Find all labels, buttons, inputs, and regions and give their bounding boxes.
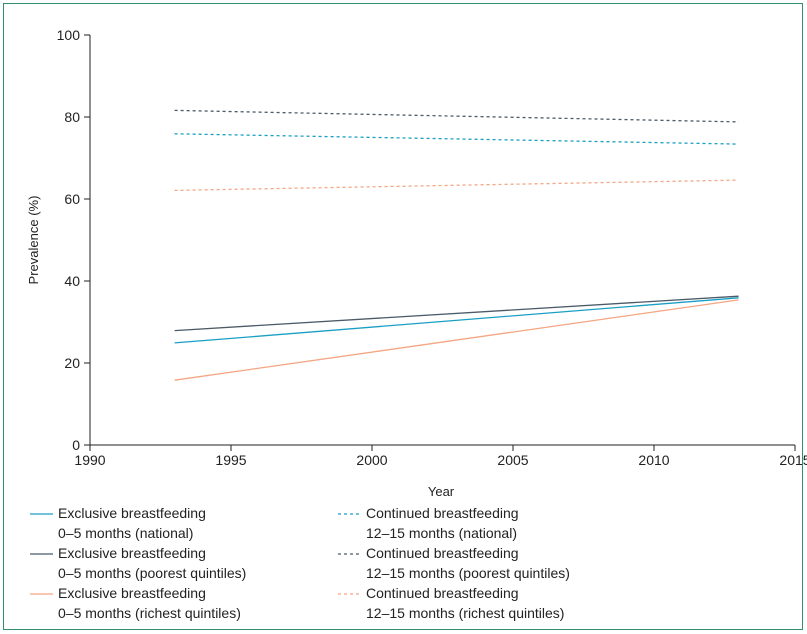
legend-label-6-line1: Continued breastfeeding bbox=[366, 585, 519, 601]
series-line-6 bbox=[174, 179, 739, 192]
series-line-5 bbox=[174, 109, 739, 123]
x-tick-label: 1990 bbox=[74, 452, 105, 468]
y-tick-label: 40 bbox=[64, 273, 80, 289]
legend: Exclusive breastfeeding 0–5 months (natio… bbox=[30, 505, 570, 621]
legend-label-5-line1: Continued breastfeeding bbox=[366, 545, 519, 561]
legend-label-1-line2: 0–5 months (national) bbox=[58, 525, 193, 541]
y-tick-label: 100 bbox=[57, 27, 81, 43]
y-tick-label: 80 bbox=[64, 109, 80, 125]
legend-label-3-line2: 0–5 months (richest quintiles) bbox=[58, 605, 241, 621]
y-tick-label: 60 bbox=[64, 191, 80, 207]
x-tick-label: 2015 bbox=[779, 452, 807, 468]
x-tick-label: 1995 bbox=[215, 452, 246, 468]
y-tick-label: 20 bbox=[64, 355, 80, 371]
series-line-2 bbox=[174, 295, 739, 332]
legend-label-3-line1: Exclusive breastfeeding bbox=[58, 585, 206, 601]
series-line-3 bbox=[174, 299, 739, 381]
x-tick-label: 2010 bbox=[638, 452, 669, 468]
series-line-1 bbox=[174, 297, 739, 344]
x-tick-label: 2005 bbox=[497, 452, 528, 468]
legend-label-1-line1: Exclusive breastfeeding bbox=[58, 505, 206, 521]
y-axis-title: Prevalence (%) bbox=[26, 196, 41, 285]
legend-label-2-line1: Exclusive breastfeeding bbox=[58, 545, 206, 561]
plot-area bbox=[174, 109, 739, 381]
y-tick-label: 0 bbox=[72, 437, 80, 453]
legend-label-6-line2: 12–15 months (richest quintiles) bbox=[366, 605, 564, 621]
legend-label-2-line2: 0–5 months (poorest quintiles) bbox=[58, 565, 246, 581]
legend-label-4-line2: 12–15 months (national) bbox=[366, 525, 517, 541]
axes: 0 20 40 60 80 100 1990 1995 2000 2005 2010 2015 bbox=[57, 27, 807, 468]
x-axis-title: Year bbox=[428, 484, 455, 499]
x-tick-label: 2000 bbox=[356, 452, 387, 468]
legend-label-5-line2: 12–15 months (poorest quintiles) bbox=[366, 565, 570, 581]
series-line-4 bbox=[174, 133, 739, 145]
legend-label-4-line1: Continued breastfeeding bbox=[366, 505, 519, 521]
